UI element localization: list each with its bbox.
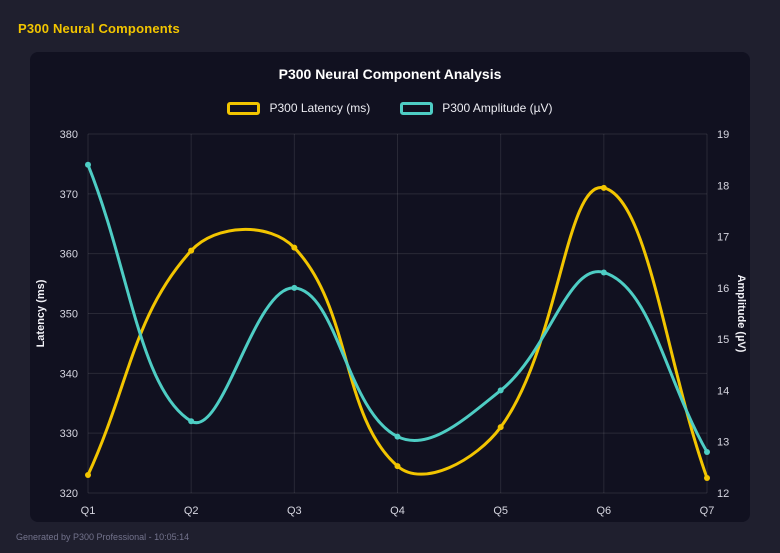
chart-card: P300 Neural Component Analysis P300 Late… [30,52,750,522]
data-point-series-1 [600,269,607,276]
data-point-series-1 [188,418,195,425]
right-axis-tick: 15 [717,334,729,346]
data-point-series-0 [85,472,91,479]
x-axis-tick: Q3 [287,505,302,517]
x-axis-tick: Q6 [596,505,611,517]
data-point-series-0 [497,424,504,431]
data-point-series-0 [704,475,710,482]
legend-item-0[interactable]: P300 Latency (ms) [227,101,370,115]
left-axis-tick: 340 [60,368,78,380]
data-point-series-1 [704,448,710,455]
chart-legend: P300 Latency (ms) P300 Amplitude (µV) [30,97,750,119]
right-axis-tick: 17 [717,232,729,244]
right-axis-tick: 16 [717,283,729,295]
x-axis-tick: Q1 [81,505,96,517]
left-axis-tick: 360 [60,249,78,261]
right-axis-tick: 14 [717,385,729,397]
left-axis-title: Latency (ms) [35,279,47,347]
data-point-series-0 [394,463,401,470]
data-point-series-1 [394,433,401,440]
x-axis-tick: Q4 [390,505,405,517]
data-point-series-1 [497,387,504,394]
right-axis-title: Amplitude (µV) [735,275,747,353]
data-point-series-1 [291,284,298,291]
x-axis-tick: Q2 [184,505,199,517]
right-axis-tick: 18 [717,180,729,192]
page-title: P300 Neural Components [18,21,180,36]
left-axis-tick: 330 [60,428,78,440]
left-axis-tick: 380 [60,129,78,141]
x-axis-tick: Q5 [493,505,508,517]
legend-swatch-icon [227,101,261,115]
data-point-series-0 [188,247,195,254]
legend-item-1[interactable]: P300 Amplitude (µV) [400,101,553,115]
data-point-series-0 [600,184,607,191]
legend-swatch-icon [400,101,434,115]
x-axis-tick: Q7 [700,505,715,517]
footer-text: Generated by P300 Professional - 10:05:1… [16,532,190,542]
data-point-series-1 [85,161,91,168]
right-axis-tick: 19 [717,129,729,141]
line-chart: 320 330 340 350 360 370 380 12 13 14 15 16 17 18 19 Q1 Q… [35,129,747,517]
right-axis-tick: 13 [717,437,729,449]
legend-label: P300 Latency (ms) [269,101,371,115]
left-axis-tick: 370 [60,189,78,201]
left-axis-tick: 350 [60,309,78,321]
data-point-series-0 [291,244,298,251]
right-axis-tick: 12 [717,488,729,500]
chart-title: P300 Neural Component Analysis [278,66,502,82]
legend-label: P300 Amplitude (µV) [442,101,553,115]
left-axis-tick: 320 [60,488,78,500]
